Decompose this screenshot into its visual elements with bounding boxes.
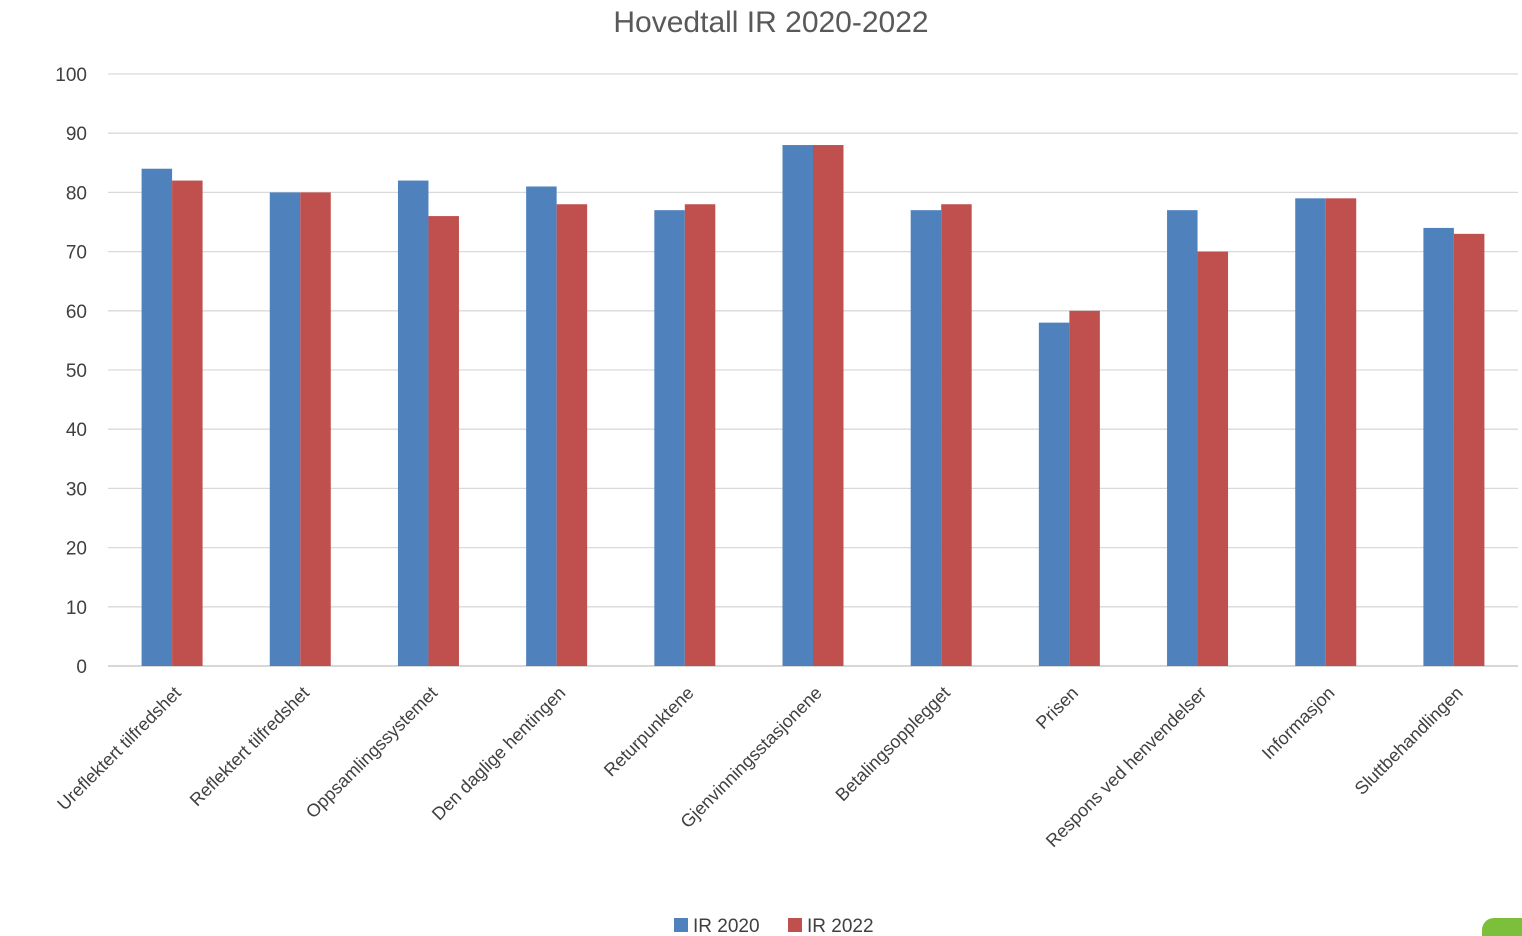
y-tick-label: 80 <box>66 183 87 204</box>
x-tick-label: Prisen <box>1032 683 1082 733</box>
logo-mark <box>1482 918 1522 936</box>
bar-ir-2022 <box>941 204 972 667</box>
y-tick-label: 30 <box>66 479 87 500</box>
bar-ir-2020 <box>1038 322 1070 666</box>
bar-ir-2020 <box>526 186 557 667</box>
bar-ir-2020 <box>269 192 301 666</box>
x-tick-label: Betalingsopplegget <box>832 683 954 805</box>
bar-ir-2022 <box>428 216 459 666</box>
y-tick-label: 0 <box>76 657 87 678</box>
bar-ir-2022 <box>300 192 331 666</box>
x-tick-label: Den daglige hentingen <box>428 683 570 825</box>
bar-ir-2020 <box>654 210 685 666</box>
y-tick-label: 70 <box>66 243 87 264</box>
x-tick-label: Sluttbehandlingen <box>1351 683 1467 799</box>
y-tick-label: 60 <box>66 302 87 323</box>
y-tick-label: 100 <box>55 65 87 86</box>
bars <box>141 145 1485 667</box>
x-tick-label: Ureflektert tilfredshet <box>53 683 185 815</box>
bar-ir-2022 <box>556 204 588 667</box>
y-tick-label: 50 <box>66 361 87 382</box>
y-tick-label: 90 <box>66 124 87 145</box>
bar-ir-2020 <box>1295 198 1326 666</box>
x-tick-label: Gjenvinningsstasjonene <box>677 683 826 832</box>
bar-ir-2022 <box>1325 198 1357 666</box>
x-tick-label: Returpunktene <box>600 683 698 781</box>
x-axis-ticks: Ureflektert tilfredshet Reflektert tilfre… <box>53 683 1466 851</box>
y-tick-label: 20 <box>66 539 87 560</box>
x-tick-label: Informasjon <box>1258 683 1339 764</box>
y-tick-label: 40 <box>66 420 87 441</box>
logo-fragment <box>1218 926 1458 936</box>
x-tick-label: Reflektert tilfredshet <box>186 683 313 810</box>
bar-ir-2020 <box>397 180 429 666</box>
bar-ir-2020 <box>1423 227 1454 667</box>
bar-ir-2020 <box>1167 210 1198 666</box>
x-tick-label: Oppsamlingssystemet <box>302 683 441 822</box>
bar-ir-2020 <box>141 168 173 666</box>
bar-ir-2022 <box>1069 310 1100 666</box>
legend-label: IR 2022 <box>807 916 874 936</box>
bar-ir-2022 <box>813 145 844 667</box>
bar-ir-2022 <box>1453 233 1485 666</box>
bar-ir-2022 <box>1197 251 1229 666</box>
legend: IR 2020 IR 2022 <box>674 916 874 936</box>
bar-ir-2022 <box>172 180 203 666</box>
legend-swatch <box>674 918 688 932</box>
y-tick-label: 10 <box>66 598 87 619</box>
bar-ir-2020 <box>782 145 813 667</box>
y-axis-ticks: 0 10 20 30 40 50 60 70 80 90 100 <box>55 65 87 678</box>
legend-label: IR 2020 <box>693 916 760 936</box>
bar-ir-2022 <box>684 204 716 667</box>
bar-ir-2020 <box>910 210 942 666</box>
legend-swatch <box>788 918 802 932</box>
chart-title: Hovedtall IR 2020-2022 <box>613 6 928 39</box>
